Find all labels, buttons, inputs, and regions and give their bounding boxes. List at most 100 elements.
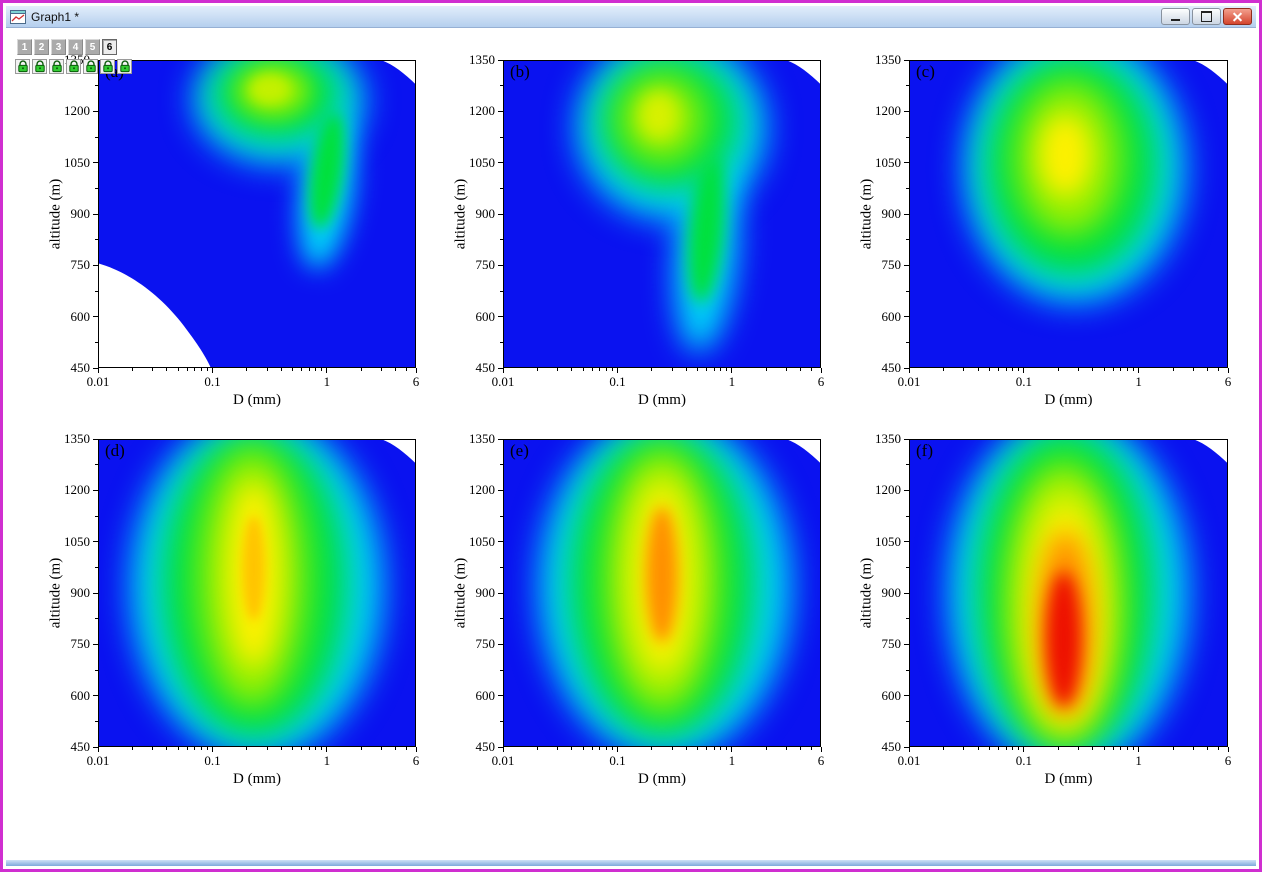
contour-panel-c: 450 600 750 900 1050 1200 1350 0.01 0.1 1 6 D (mm) a… [859,52,1232,408]
graph-window-icon [10,9,26,24]
lock-icon[interactable] [83,59,98,74]
contour-panel-b: 450 600 750 900 1050 1200 1350 0.01 0.1 1 6 D (mm) a… [453,52,825,408]
x-minor-tick [651,368,653,371]
x-tick-label: 0.01 [491,374,515,389]
x-tick-label: 6 [412,753,420,768]
x-minor-tick [943,747,945,750]
x-minor-tick [406,747,408,750]
x-minor-tick [1112,747,1114,750]
y-minor-tick [95,341,98,343]
y-tick [498,541,503,543]
x-minor-tick [591,368,593,371]
y-tick [498,213,503,215]
y-axis-label: altitude (m) [47,178,64,250]
x-minor-tick [1218,747,1220,750]
lock-icon[interactable] [117,59,132,74]
x-minor-tick [811,747,813,750]
x-minor-tick [246,747,248,750]
y-minor-tick [95,618,98,620]
y-tick [498,489,503,491]
x-minor-tick [166,747,168,750]
x-minor-tick [291,368,293,371]
x-minor-tick [765,747,767,750]
y-tick-label: 750 [475,636,496,652]
y-tick [904,110,909,112]
y-tick-label: 600 [881,687,902,703]
x-minor-tick [765,368,767,371]
x-minor-tick [811,368,813,371]
x-minor-tick [152,747,154,750]
x-minor-tick [1218,368,1220,371]
x-minor-tick [671,368,673,371]
x-minor-tick [1192,368,1194,371]
y-tick [93,213,98,215]
y-tick [498,438,503,440]
y-tick-label: 450 [70,739,91,754]
y-tick-label: 1350 [469,52,495,67]
y-tick [498,367,503,369]
layer-button-5[interactable]: 5 [85,39,100,55]
x-minor-tick [166,368,168,371]
x-tick [820,368,822,373]
x-minor-tick [131,368,133,371]
titlebar[interactable]: Graph1 * [6,6,1256,28]
x-minor-tick [536,747,538,750]
x-minor-tick [713,747,715,750]
y-tick-label: 1200 [64,482,90,498]
x-minor-tick [1078,747,1080,750]
x-tick-label: 1 [728,374,736,389]
layer-button-3[interactable]: 3 [51,39,66,55]
x-tick [1023,368,1025,373]
y-minor-tick [906,85,909,87]
x-tick [1023,747,1025,752]
x-tick-label: 0.1 [204,753,221,768]
layer-button-6[interactable]: 6 [102,39,117,55]
lock-icon[interactable] [49,59,64,74]
minimize-button[interactable] [1161,8,1190,25]
x-minor-tick [943,368,945,371]
panel-label: (b) [510,62,530,81]
lock-icon[interactable] [66,59,81,74]
contour-field [98,60,416,368]
layer-button-4[interactable]: 4 [68,39,83,55]
x-minor-tick [582,747,584,750]
lock-icon[interactable] [32,59,47,74]
x-minor-tick [720,747,722,750]
y-minor-tick [95,239,98,241]
y-tick-label: 750 [475,257,496,273]
close-button[interactable] [1223,8,1252,25]
x-minor-tick [186,368,188,371]
x-minor-tick [291,747,293,750]
y-minor-tick [500,618,503,620]
x-tick [97,747,99,752]
graph-page: 450 600 750 900 1050 1200 1350 0.01 0.1 1 6 D (mm) a… [3,3,1259,869]
x-minor-tick [280,747,282,750]
y-minor-tick [500,136,503,138]
lock-icon[interactable] [100,59,115,74]
y-minor-tick [500,515,503,517]
y-tick [904,541,909,543]
restore-button[interactable] [1192,8,1221,25]
x-minor-tick [786,747,788,750]
x-minor-tick [321,368,323,371]
y-minor-tick [906,341,909,343]
y-minor-tick [500,669,503,671]
lock-icon[interactable] [15,59,30,74]
x-minor-tick [301,368,303,371]
x-tick-label: 6 [817,753,825,768]
y-tick-label: 750 [881,636,902,652]
y-tick [93,643,98,645]
x-minor-tick [726,747,728,750]
x-minor-tick [611,747,613,750]
y-tick [904,162,909,164]
window-bottom-edge [6,860,1256,866]
x-tick-label: 0.01 [897,753,921,768]
y-tick [904,264,909,266]
y-tick [93,367,98,369]
layer-button-2[interactable]: 2 [34,39,49,55]
layer-button-1[interactable]: 1 [17,39,32,55]
y-tick [904,213,909,215]
y-minor-tick [906,239,909,241]
x-minor-tick [152,368,154,371]
